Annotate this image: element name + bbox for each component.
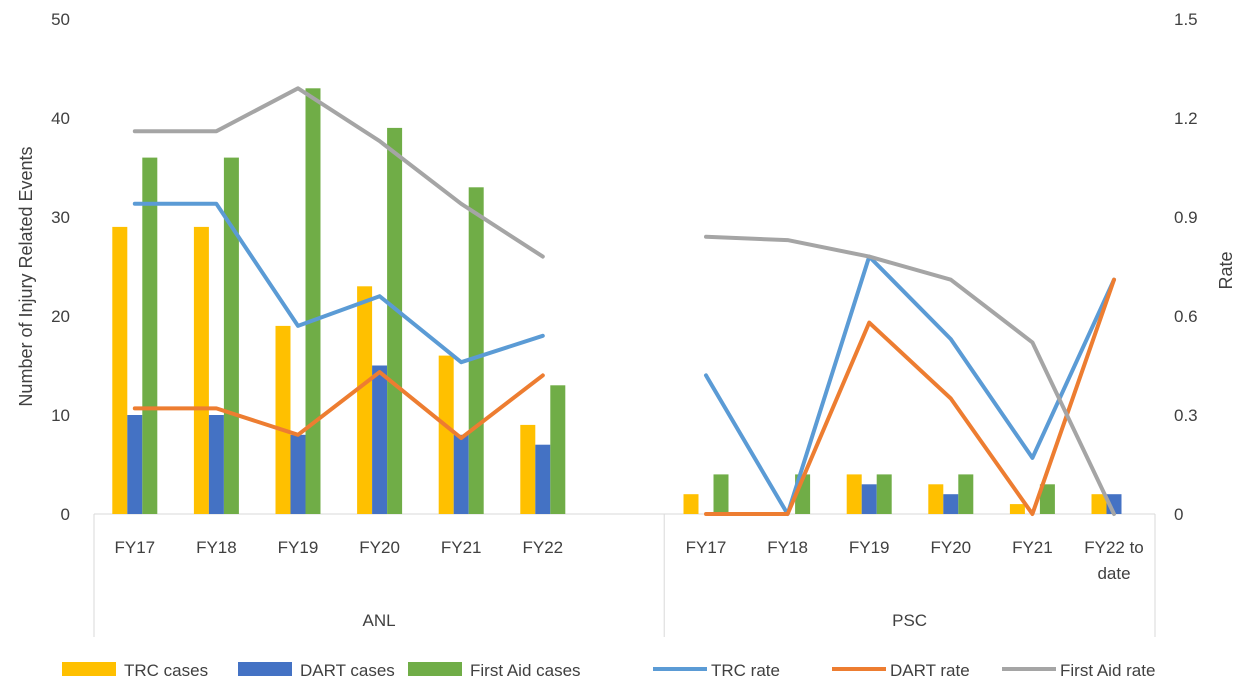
bar-trc-cases [1091,494,1107,514]
bar-trc-cases [846,474,862,514]
bar-trc-cases [683,494,699,514]
bar-first-aid-cases [468,187,484,515]
x-tick-label: FY22 [522,538,563,557]
legend-label: DART rate [890,661,970,680]
axes-layer [93,513,1156,637]
bar-trc-cases [520,424,536,514]
legend-label: First Aid rate [1060,661,1155,680]
y-axis-title: Number of Injury Related Events [16,146,36,406]
bar-first-aid-cases [223,157,239,514]
legend-swatch [238,662,292,676]
bar-trc-cases [112,226,128,514]
y-tick-label: 0 [61,505,70,524]
line-trc-rate [132,201,545,365]
bar-trc-cases [928,484,944,514]
x-tick-label: FY22 to date [1084,538,1144,583]
legend-item: TRC rate [653,661,780,680]
bar-dart-cases [208,415,224,514]
group-label: ANL [363,611,396,630]
bar-dart-cases [861,484,877,514]
y-tick-label: 20 [51,307,70,326]
bar-first-aid-cases [1039,484,1055,514]
legend-label: TRC rate [711,661,780,680]
bar-first-aid-cases [305,88,321,515]
legend-item: DART rate [832,661,970,680]
bar-trc-cases [193,226,209,514]
y2-tick-label: 0.6 [1174,307,1198,326]
x-tick-label: FY20 [930,538,971,557]
y-tick-label: 50 [51,10,70,29]
bar-dart-cases [290,434,306,514]
bar-dart-cases [127,415,143,514]
bar-first-aid-cases [387,127,403,515]
y-tick-label: 30 [51,208,70,227]
x-tick-label: FY19 [278,538,319,557]
bar-dart-cases [943,494,959,514]
x-tick-label: FY18 [196,538,237,557]
bar-trc-cases [357,286,373,514]
x-tick-label: FY18 [767,538,808,557]
y-tick-label: 40 [51,109,70,128]
bar-dart-cases [372,365,388,514]
line-first-aid-rate [132,86,545,259]
legend-swatch [408,662,462,676]
y2-axis-title: Rate [1216,251,1236,289]
y2-tick-label: 0.3 [1174,406,1198,425]
legend-label: DART cases [300,661,395,680]
bar-first-aid-cases [958,474,974,514]
x-tick-label: FY20 [359,538,400,557]
y2-tick-label: 0.9 [1174,208,1198,227]
y2-tick-label: 0 [1174,505,1183,524]
line-first-aid-rate [704,234,1116,516]
bar-first-aid-cases [550,385,566,514]
group-label: PSC [892,611,927,630]
y-tick-label: 10 [51,406,70,425]
bar-dart-cases [535,444,551,514]
line-dart-rate [132,370,545,441]
x-tick-label: FY17 [686,538,727,557]
legend-label: TRC cases [124,661,208,680]
bar-trc-cases [1009,504,1025,514]
y2-tick-label: 1.5 [1174,10,1198,29]
bars-layer [112,88,1122,515]
bar-dart-cases [453,434,469,514]
line-dart-rate [704,277,1116,516]
legend-item: DART cases [238,661,395,680]
bar-trc-cases [438,355,454,514]
x-tick-label: FY19 [849,538,890,557]
bar-first-aid-cases [142,157,158,514]
x-tick-label: FY17 [114,538,155,557]
lines-layer [132,86,1116,516]
legend-label: First Aid cases [470,661,581,680]
legend-item: First Aid cases [408,661,581,680]
y2-tick-label: 1.2 [1174,109,1198,128]
bar-first-aid-cases [876,474,892,514]
legend: TRC cases DART cases First Aid cases TRC ra… [62,661,1155,680]
legend-item: First Aid rate [1002,661,1155,680]
labels-layer: 0 10 20 30 40 50 0 0.3 0.6 0.9 1.2 1.5 Number of Inj… [16,10,1236,630]
x-tick-label: FY21 [1012,538,1053,557]
bar-first-aid-cases [713,474,729,514]
bar-trc-cases [275,325,291,514]
x-tick-label: FY21 [441,538,482,557]
legend-item: TRC cases [62,661,208,680]
line-trc-rate [704,254,1116,516]
legend-swatch [62,662,116,676]
